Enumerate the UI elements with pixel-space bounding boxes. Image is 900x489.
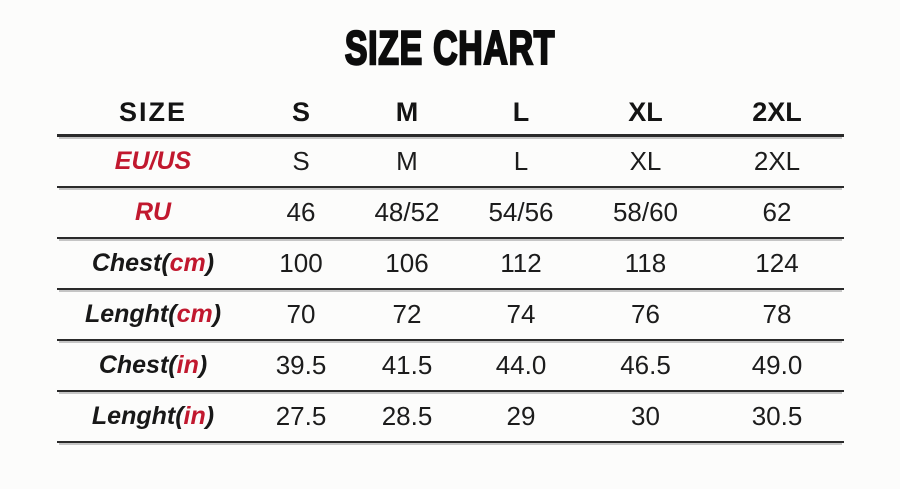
column-header-size: SIZE — [118, 97, 187, 127]
table-cell: 74 — [506, 299, 536, 329]
page-header: SIZE CHART — [0, 21, 900, 74]
row-label-close: ) — [198, 351, 208, 379]
table-cell: 112 — [500, 248, 542, 278]
table-cell: 70 — [286, 299, 316, 329]
row-label-text: Chest( — [91, 249, 170, 277]
column-header-2xl: 2XL — [752, 97, 802, 127]
table-header-row: SIZE S M L XL 2XL — [57, 91, 844, 137]
table-cell: 48/52 — [374, 197, 440, 227]
row-label-close: ) — [205, 402, 215, 430]
row-label-text: Chest( — [98, 351, 177, 379]
column-header-m: M — [395, 97, 419, 127]
table-cell: 106 — [385, 248, 429, 278]
row-label: Chest(cm) — [57, 249, 249, 278]
table-cell: 54/56 — [488, 197, 554, 227]
page-title: SIZE CHART — [344, 21, 556, 74]
row-label-red-text: in — [183, 402, 206, 430]
row-label-red-text: cm — [169, 249, 206, 277]
row-label-red-text: EU/US — [114, 147, 192, 175]
table-cell: L — [513, 146, 529, 176]
table-cell: 29 — [506, 401, 536, 431]
row-label: Lenght(in) — [57, 402, 249, 431]
table-cell: 124 — [755, 248, 799, 278]
table-row-lenght-in: Lenght(in) 27.5 28.5 29 30 30.5 — [57, 392, 844, 443]
table-cell: 100 — [279, 248, 323, 278]
row-label: Lenght(cm) — [57, 300, 249, 329]
table-cell: 72 — [392, 299, 422, 329]
table-cell: 2XL — [753, 146, 801, 176]
table-cell: XL — [629, 146, 662, 176]
row-label-text: Lenght( — [91, 402, 184, 430]
table-cell: 46.5 — [620, 350, 671, 380]
table-row-lenght-cm: Lenght(cm) 70 72 74 76 78 — [57, 290, 844, 341]
table-row-chest-in: Chest(in) 39.5 41.5 44.0 46.5 49.0 — [57, 341, 844, 392]
table-cell: 27.5 — [275, 401, 327, 431]
table-row-ru: RU 46 48/52 54/56 58/60 62 — [57, 188, 844, 239]
table-row-eu-us: EU/US S M L XL 2XL — [57, 137, 844, 188]
table-cell: 76 — [631, 299, 660, 329]
column-header-l: L — [512, 97, 530, 127]
table-cell: M — [396, 146, 418, 176]
table-cell: S — [292, 146, 310, 176]
row-label: EU/US — [57, 147, 249, 176]
table-cell: 58/60 — [612, 197, 679, 227]
row-label: RU — [57, 198, 249, 227]
table-cell: 49.0 — [751, 350, 803, 380]
table-cell: 28.5 — [381, 401, 433, 431]
table-cell: 46 — [286, 197, 316, 227]
table-cell: 30 — [631, 401, 660, 431]
table-cell: 118 — [624, 248, 667, 278]
table-cell: 44.0 — [495, 350, 547, 380]
table-cell: 41.5 — [381, 350, 433, 380]
table-cell: 62 — [762, 197, 792, 227]
column-header-s: S — [291, 97, 310, 127]
row-label-red-text: RU — [134, 198, 172, 226]
table-row-chest-cm: Chest(cm) 100 106 112 118 124 — [57, 239, 844, 290]
table-cell: 78 — [762, 299, 792, 329]
row-label-close: ) — [205, 249, 215, 277]
row-label: Chest(in) — [57, 351, 249, 380]
table-cell: 30.5 — [751, 401, 803, 431]
row-label-text: Lenght( — [84, 300, 177, 328]
row-label-red-text: in — [176, 351, 199, 379]
row-label-close: ) — [212, 300, 222, 328]
row-label-red-text: cm — [176, 300, 213, 328]
column-header-xl: XL — [628, 97, 663, 127]
size-chart-table: SIZE S M L XL 2XL EU/US S M L XL 2XL RU … — [57, 91, 844, 443]
table-cell: 39.5 — [275, 350, 327, 380]
